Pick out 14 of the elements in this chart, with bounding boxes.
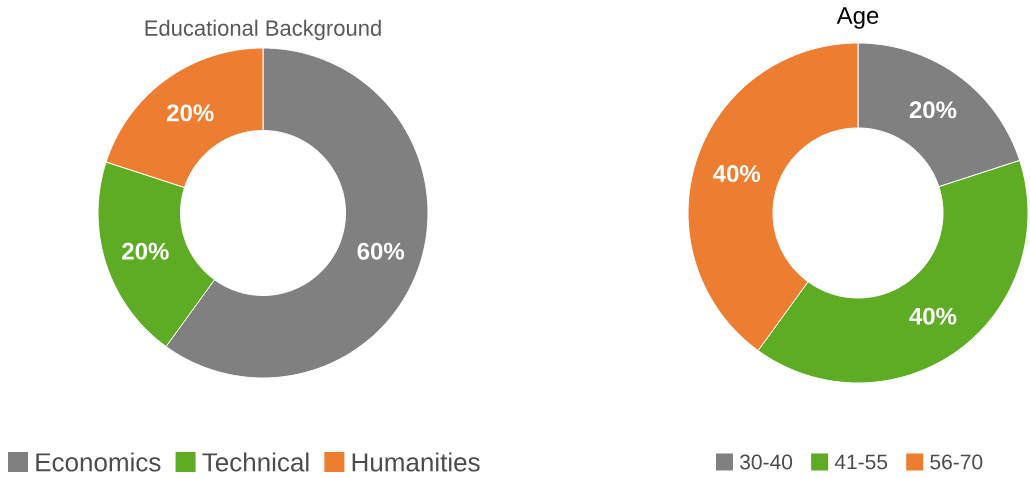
data-label: 20% [909,101,957,119]
legend-label: Economics [36,452,161,472]
data-label: 20% [167,104,214,122]
legend-label: Humanities [352,452,480,472]
legend-label: 41-55 [834,454,888,470]
data-label: 40% [909,307,957,325]
legend-label: 56-70 [930,454,983,470]
chart-title: Age [836,7,879,29]
chart-title: Educational Background [145,19,381,41]
legend-label: Technical [202,452,309,472]
data-label: 20% [122,242,169,260]
data-label: 60% [357,242,405,260]
legend-label: 30-40 [740,454,793,470]
data-label: 40% [713,165,761,183]
